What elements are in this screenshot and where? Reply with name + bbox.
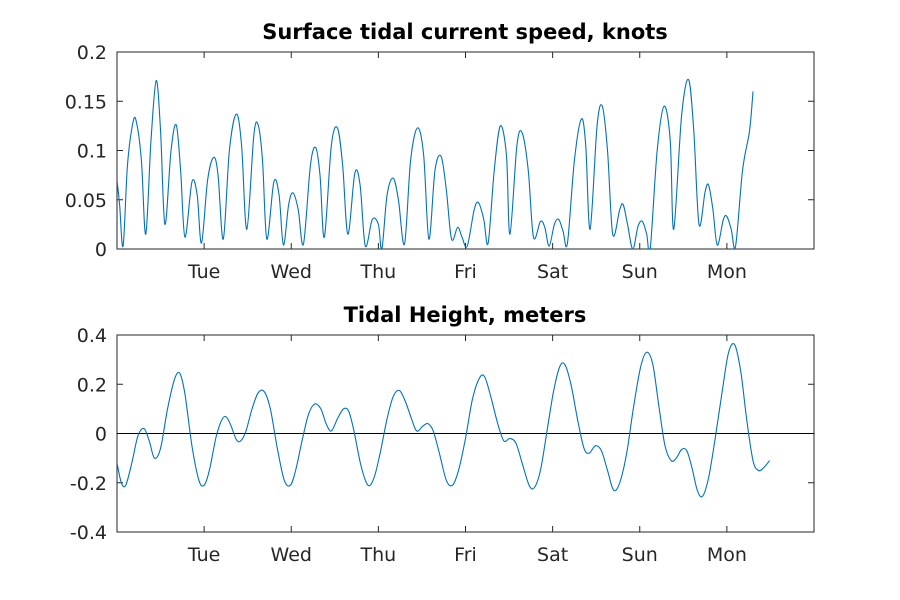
current-speed-line xyxy=(117,78,754,249)
tidal-height-ytick-label: -0.4 xyxy=(70,522,107,544)
tidal-height-ytick-label: 0.4 xyxy=(77,325,107,347)
tidal-height-axes: Tidal Height, meters -0.4 -0.2 0 0.2 0.4 Tue W… xyxy=(70,303,815,566)
tidal-height-xtick-label: Wed xyxy=(271,544,312,566)
tidal-height-xtick-label: Thu xyxy=(360,544,397,566)
tidal-height-xtick-label: Mon xyxy=(707,544,747,566)
current-speed-ytick-label: 0.05 xyxy=(65,190,107,212)
current-speed-xtick-label: Thu xyxy=(360,261,397,283)
current-speed-ytick-label: 0.2 xyxy=(77,42,107,64)
current-speed-ytick-label: 0.15 xyxy=(65,91,107,113)
current-speed-axes: Surface tidal current speed, knots 0 0.05… xyxy=(65,20,815,283)
tidal-height-line xyxy=(117,343,770,498)
current-speed-xtick-label: Sun xyxy=(622,261,658,283)
tidal-height-ytick-label: 0 xyxy=(95,424,107,446)
tidal-height-ticks: -0.4 -0.2 0 0.2 0.4 Tue Wed Thu Fri Sat Sun Mon xyxy=(70,325,814,566)
current-speed-plot-area xyxy=(116,51,815,250)
current-speed-xtick-label: Tue xyxy=(187,261,220,283)
current-speed-ticks: 0 0.05 0.1 0.15 0.2 Tue Wed Thu Fri Sat Sun Mon xyxy=(65,42,814,283)
tidal-height-ytick-label: 0.2 xyxy=(77,374,107,396)
current-speed-ytick-label: 0 xyxy=(95,239,107,261)
tidal-height-xtick-label: Tue xyxy=(187,544,220,566)
tidal-height-xtick-label: Sat xyxy=(537,544,568,566)
tidal-height-ytick-label: -0.2 xyxy=(70,473,107,495)
tidal-height-title: Tidal Height, meters xyxy=(344,303,587,327)
current-speed-xtick-label: Mon xyxy=(707,261,747,283)
tidal-height-xtick-label: Sun xyxy=(622,544,658,566)
current-speed-xtick-label: Fri xyxy=(454,261,477,283)
tidal-height-xtick-label: Fri xyxy=(454,544,477,566)
current-speed-ytick-label: 0.1 xyxy=(77,141,107,163)
current-speed-xtick-label: Wed xyxy=(271,261,312,283)
current-speed-title: Surface tidal current speed, knots xyxy=(262,20,668,44)
current-speed-xtick-label: Sat xyxy=(537,261,568,283)
